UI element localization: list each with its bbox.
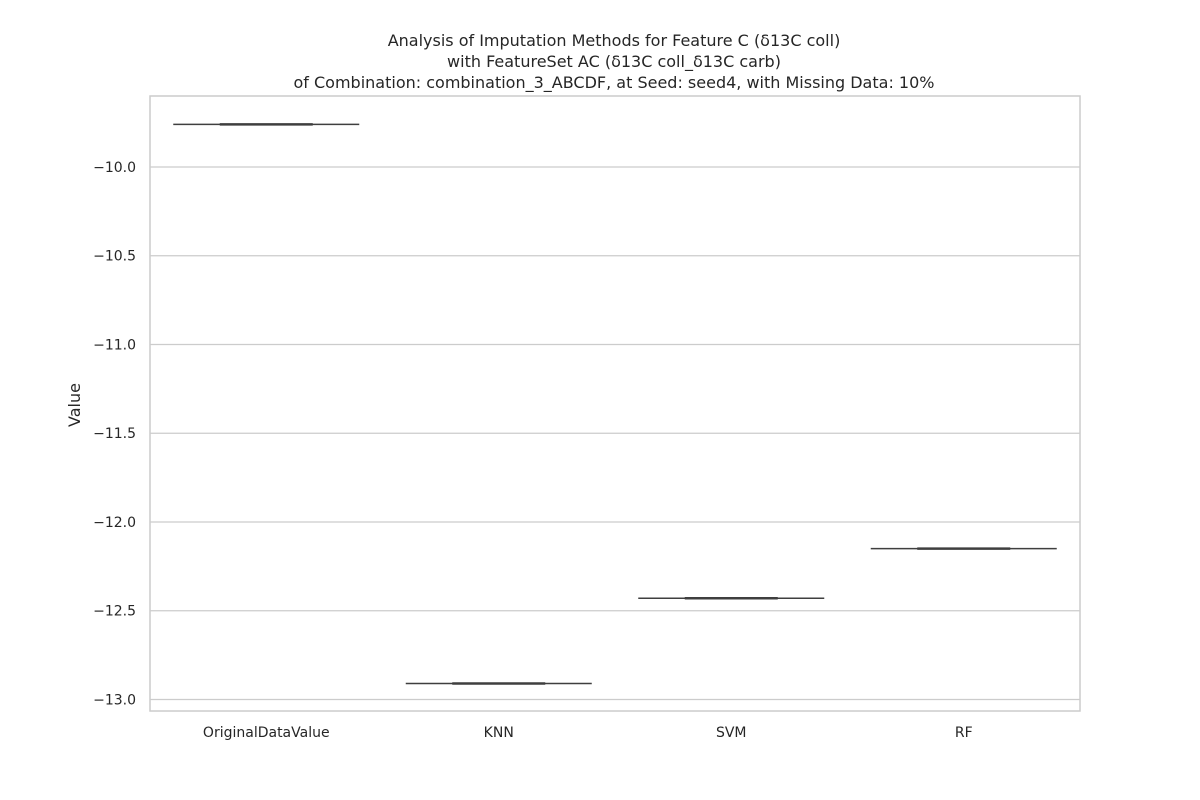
y-tick-label: −10.5 — [93, 249, 136, 265]
chart-title-line-3: of Combination: combination_3_ABCDF, at … — [294, 73, 935, 93]
box-marks — [173, 123, 1057, 685]
y-tick-label: −10.0 — [93, 160, 136, 176]
chart-title-line-1: Analysis of Imputation Methods for Featu… — [388, 31, 841, 50]
y-tick-label: −12.0 — [93, 515, 136, 531]
x-tick-label: OriginalDataValue — [203, 725, 330, 741]
y-axis-label: Value — [65, 383, 84, 427]
y-gridlines — [150, 166, 1080, 701]
x-tick-label: KNN — [484, 725, 514, 741]
y-tick-label: −12.5 — [93, 604, 136, 620]
x-tick-labels: OriginalDataValue KNN SVM RF — [203, 725, 973, 741]
y-tick-labels: −10.0 −10.5 −11.0 −11.5 −12.0 −12.5 −13.0 — [93, 160, 136, 708]
y-tick-label: −13.0 — [93, 692, 136, 708]
chart-title-line-2: with FeatureSet AC (δ13C coll_δ13C carb) — [447, 52, 781, 72]
x-tick-label: RF — [955, 725, 973, 741]
y-tick-label: −11.5 — [93, 426, 136, 442]
y-tick-label: −11.0 — [93, 337, 136, 353]
plot-frame — [149, 95, 1081, 712]
chart-title: Analysis of Imputation Methods for Featu… — [294, 31, 935, 93]
x-tick-label: SVM — [716, 725, 747, 741]
